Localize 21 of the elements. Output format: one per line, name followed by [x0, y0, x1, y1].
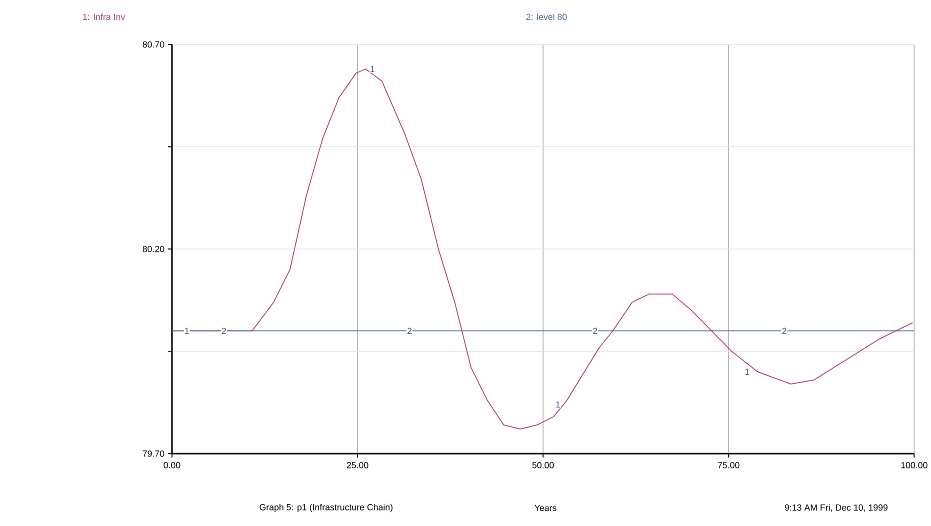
annotation: 1	[745, 368, 750, 375]
text: 9:13 AM Fri, Dec 10, 1999	[784, 504, 888, 512]
x-axis-title: Years	[534, 504, 556, 512]
text: Graph 5: p1 (Infrastructure Chain)	[260, 504, 392, 512]
annotation: 1	[370, 66, 374, 72]
annotation: 1	[556, 402, 560, 408]
annotation: 2	[782, 328, 786, 334]
y-tick-label: 80.70	[142, 41, 164, 48]
x-tick-label: 25.00	[346, 462, 368, 468]
annotation: 2	[407, 328, 412, 334]
y-tick-label: 79.70	[142, 450, 164, 457]
x-tick-label: 0.00	[164, 462, 180, 468]
y-tick-label: 80.20	[142, 246, 164, 252]
x-tick-label: 75.00	[718, 462, 740, 468]
annotation: 2	[593, 328, 598, 334]
x-tick-label: 100.00	[901, 462, 928, 468]
text: 1: Infra Inv	[83, 14, 126, 20]
x-tick-label: 50.00	[532, 462, 554, 468]
text: 2: level 80	[526, 14, 567, 20]
annotation: 2	[222, 328, 226, 334]
annotation: 1	[185, 328, 189, 334]
